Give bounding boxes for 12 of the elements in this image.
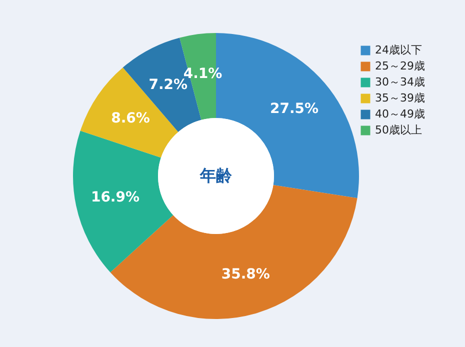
data-label: 8.6% — [111, 110, 150, 127]
legend-label: 40～49歳 — [375, 108, 425, 120]
legend-label: 25～29歳 — [375, 60, 425, 72]
donut-slice — [73, 130, 174, 272]
text: 年齢 — [199, 166, 233, 185]
data-label: 35.8% — [221, 266, 270, 283]
data-label: 16.9% — [90, 189, 140, 206]
legend-label: 30～34歳 — [375, 76, 425, 88]
legend-label: 24歳以下 — [375, 44, 422, 56]
data-label: 27.5% — [270, 101, 319, 118]
legend-label: 35～39歳 — [375, 92, 425, 104]
legend-label: 50歳以上 — [375, 124, 422, 136]
